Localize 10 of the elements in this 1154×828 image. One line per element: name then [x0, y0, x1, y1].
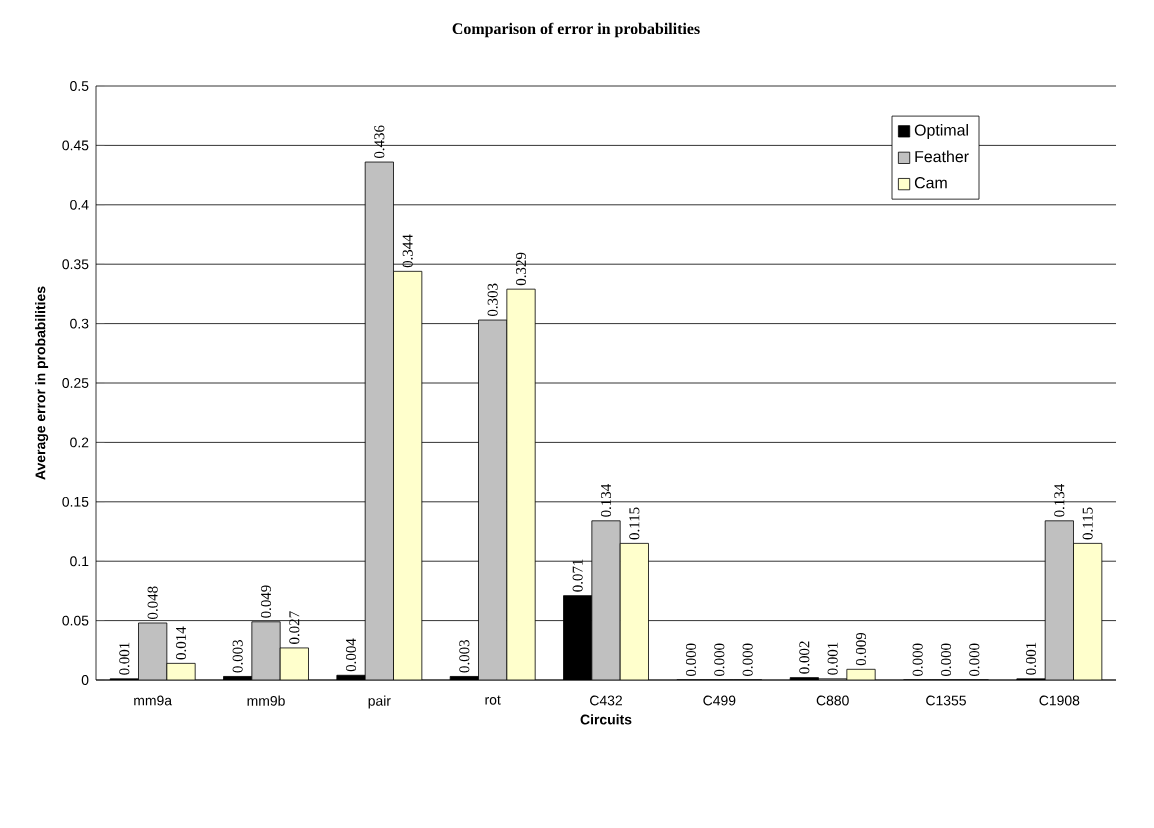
bar [393, 270, 423, 680]
bar [619, 542, 649, 680]
bar [478, 319, 508, 680]
bar [591, 520, 621, 680]
bar [364, 161, 394, 680]
bar [506, 288, 536, 680]
bar [138, 622, 168, 680]
bar [251, 621, 281, 680]
bar [1044, 520, 1074, 680]
bar [1073, 542, 1103, 680]
